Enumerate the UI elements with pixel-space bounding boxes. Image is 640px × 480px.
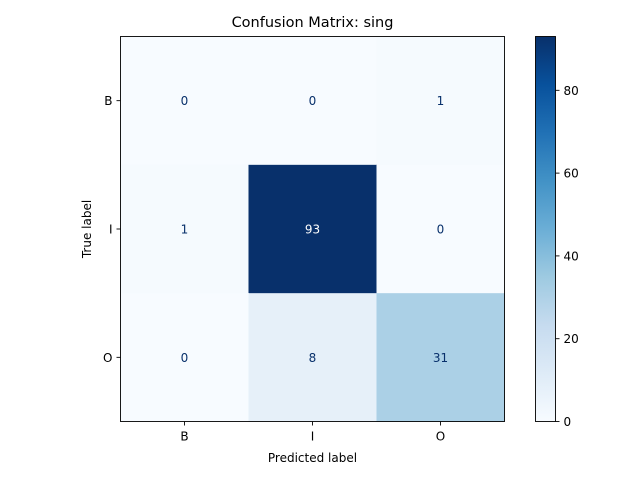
cell-value-label: 0: [181, 94, 189, 108]
x-tick-label: O: [436, 430, 445, 444]
heatmap-cells: 0 0 1 1 93 0 0 8 31: [120, 36, 505, 422]
heatmap-cell: [376, 36, 505, 166]
cell-value-label: 31: [433, 351, 448, 365]
heatmap-cell: [248, 293, 377, 422]
y-axis-ticks: B I O: [103, 94, 121, 365]
x-axis-label: Predicted label: [268, 451, 357, 465]
heatmap-cell: [376, 293, 505, 422]
heatmap-cell: [120, 36, 249, 166]
colorbar-tick-label: 20: [564, 332, 579, 346]
cell-value-label: 0: [437, 223, 445, 237]
heatmap-cell: [248, 36, 377, 166]
colorbar-tick-label: 40: [564, 249, 579, 263]
colorbar-ticks: 0 20 40 60 80: [555, 84, 579, 429]
colorbar-tick-label: 60: [564, 167, 579, 181]
cell-value-label: 1: [181, 223, 189, 237]
colorbar: [535, 36, 556, 422]
y-axis-label: True label: [80, 200, 94, 259]
cell-value-label: 0: [309, 94, 317, 108]
chart-title: Confusion Matrix: sing: [232, 15, 394, 31]
y-tick-label: O: [103, 351, 112, 365]
cell-value-label: 0: [181, 351, 189, 365]
colorbar-tick-label: 0: [564, 415, 572, 429]
cell-value-label: 8: [309, 351, 317, 365]
heatmap-cell: [120, 164, 249, 294]
cell-value-label: 93: [305, 223, 320, 237]
colorbar-tick-label: 80: [564, 84, 579, 98]
x-tick-label: B: [180, 430, 188, 444]
heatmap-cell: [376, 164, 505, 294]
heatmap-cell: [120, 293, 249, 422]
x-tick-label: I: [311, 430, 315, 444]
y-tick-label: B: [104, 94, 112, 108]
cell-value-label: 1: [437, 94, 445, 108]
heatmap-cell: [248, 164, 377, 294]
y-tick-label: I: [109, 223, 113, 237]
